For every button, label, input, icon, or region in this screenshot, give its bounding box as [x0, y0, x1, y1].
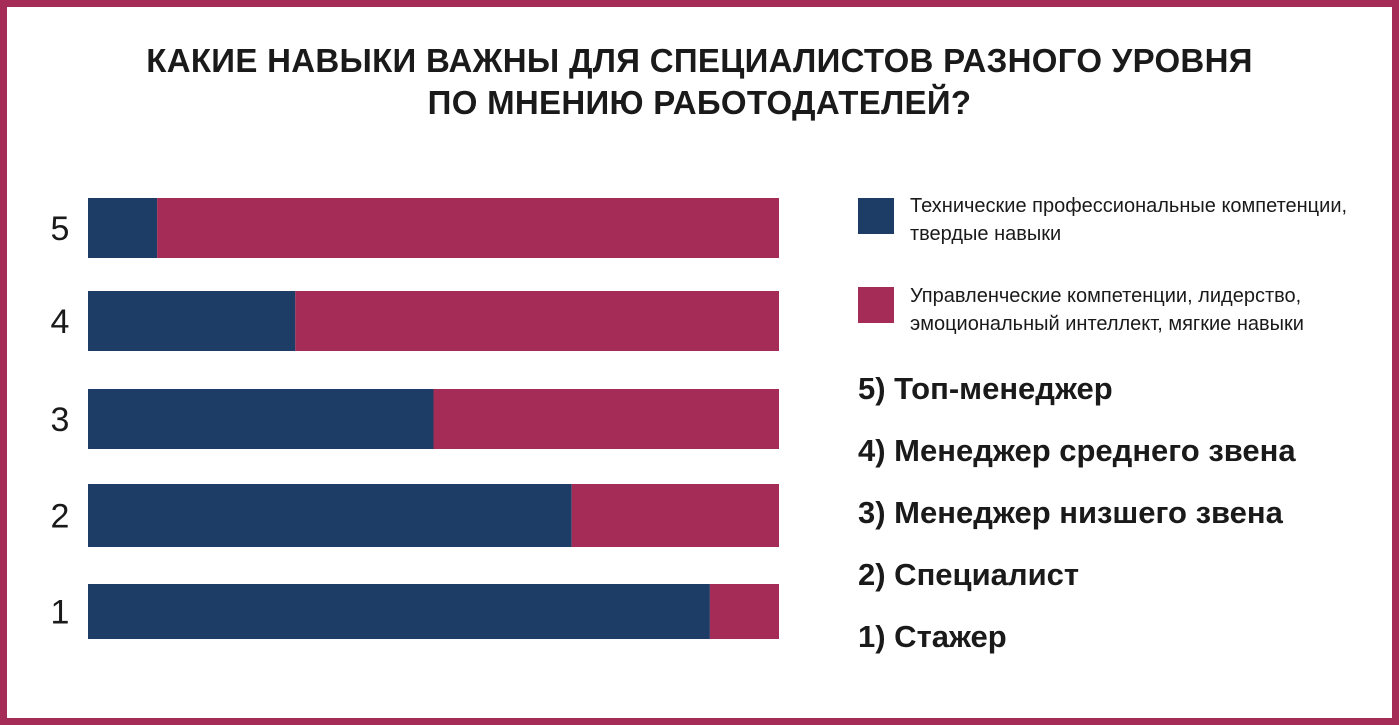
bar-technical-intern: [88, 584, 710, 639]
y-tick-label-5: 5: [51, 210, 70, 248]
bar-technical-middle-manager: [88, 291, 296, 351]
y-tick-label-2: 2: [51, 498, 70, 536]
level-item-middle-manager: 4) Менеджер среднего звена: [858, 433, 1296, 468]
bar-managerial-lower-manager: [433, 389, 779, 449]
level-item-specialist: 2) Специалист: [858, 557, 1080, 592]
chart-title-line-2: ПО МНЕНИЮ РАБОТОДАТЕЛЕЙ?: [427, 84, 972, 121]
level-item-top-manager: 5) Топ-менеджер: [858, 371, 1113, 406]
y-tick-label-3: 3: [51, 401, 70, 439]
bar-managerial-specialist: [571, 484, 779, 547]
y-tick-label-4: 4: [51, 303, 70, 341]
bar-technical-top-manager: [88, 198, 158, 258]
legend-label-managerial: Управленческие компетенции, лидерство, э…: [910, 285, 1304, 335]
chart-title-line-1: КАКИЕ НАВЫКИ ВАЖНЫ ДЛЯ СПЕЦИАЛИСТОВ РАЗН…: [146, 42, 1253, 79]
legend-swatch-technical: [858, 198, 894, 234]
bar-technical-specialist: [88, 484, 572, 547]
level-list: 5) Топ-менеджер 4) Менеджер среднего зве…: [858, 368, 1296, 678]
bar-managerial-intern: [709, 584, 779, 639]
legend-label-technical: Технические профессиональные компетенции…: [910, 195, 1348, 245]
level-item-intern: 1) Стажер: [858, 619, 1007, 654]
legend-swatch-managerial: [858, 287, 894, 323]
level-item-lower-manager: 3) Менеджер низшего звена: [858, 495, 1283, 530]
bar-managerial-top-manager: [157, 198, 780, 258]
chart-title: КАКИЕ НАВЫКИ ВАЖНЫ ДЛЯ СПЕЦИАЛИСТОВ РАЗН…: [0, 40, 1399, 124]
bar-technical-lower-manager: [88, 389, 434, 449]
bar-managerial-middle-manager: [295, 291, 779, 351]
y-tick-label-1: 1: [51, 594, 70, 632]
